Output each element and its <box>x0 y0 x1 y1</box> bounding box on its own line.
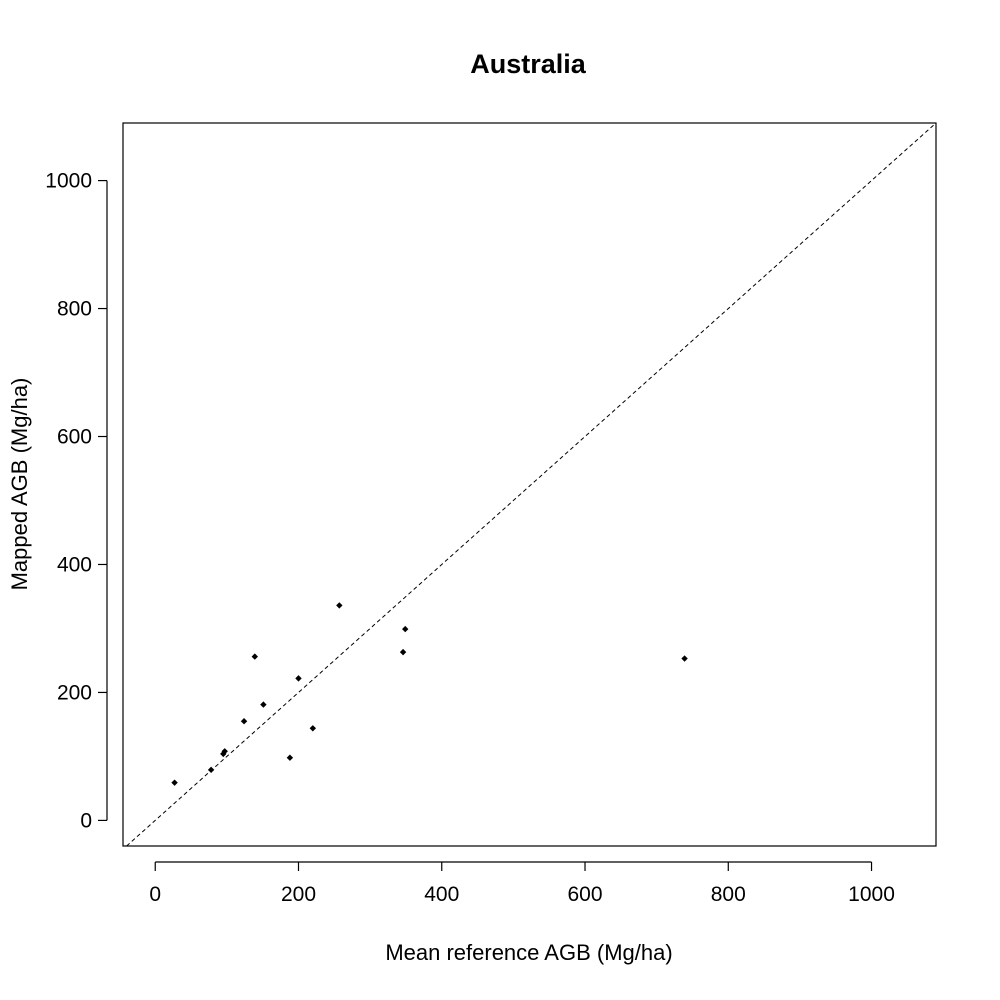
plot-frame <box>122 122 937 847</box>
data-point <box>251 653 258 660</box>
reference-line-layer <box>126 122 937 847</box>
data-point <box>309 725 317 732</box>
x-tick-label: 600 <box>567 883 602 906</box>
y-tick-label: 1000 <box>45 170 92 193</box>
data-point <box>399 648 407 656</box>
y-tick-label: 800 <box>57 298 92 321</box>
y-tick-label: 600 <box>57 426 92 449</box>
x-tick-label: 0 <box>149 883 161 906</box>
chart-title: Australia <box>470 49 587 79</box>
x-tick-label: 800 <box>711 883 746 906</box>
data-point <box>681 655 688 662</box>
data-point <box>336 602 343 609</box>
data-point <box>240 718 248 725</box>
x-axis-label: Mean reference AGB (Mg/ha) <box>385 940 672 965</box>
x-axis: 0 200 400 600 800 1000 <box>149 861 895 906</box>
y-tick-label: 200 <box>57 681 92 704</box>
y-tick-label: 0 <box>80 809 92 832</box>
x-tick-label: 400 <box>424 883 459 906</box>
data-points <box>171 602 688 786</box>
y-tick-label: 400 <box>57 553 92 576</box>
y-axis: 0 200 400 600 800 1000 <box>45 170 108 832</box>
x-tick-label: 1000 <box>848 883 895 906</box>
y-axis-label: Mapped AGB (Mg/ha) <box>7 378 32 591</box>
data-point <box>221 748 228 755</box>
x-tick-label: 200 <box>281 883 316 906</box>
data-point <box>402 625 409 633</box>
one-to-one-line <box>126 122 937 847</box>
data-point <box>286 754 294 761</box>
data-point <box>207 766 215 774</box>
data-point <box>171 779 178 786</box>
data-point <box>295 675 302 682</box>
data-point <box>260 701 267 708</box>
